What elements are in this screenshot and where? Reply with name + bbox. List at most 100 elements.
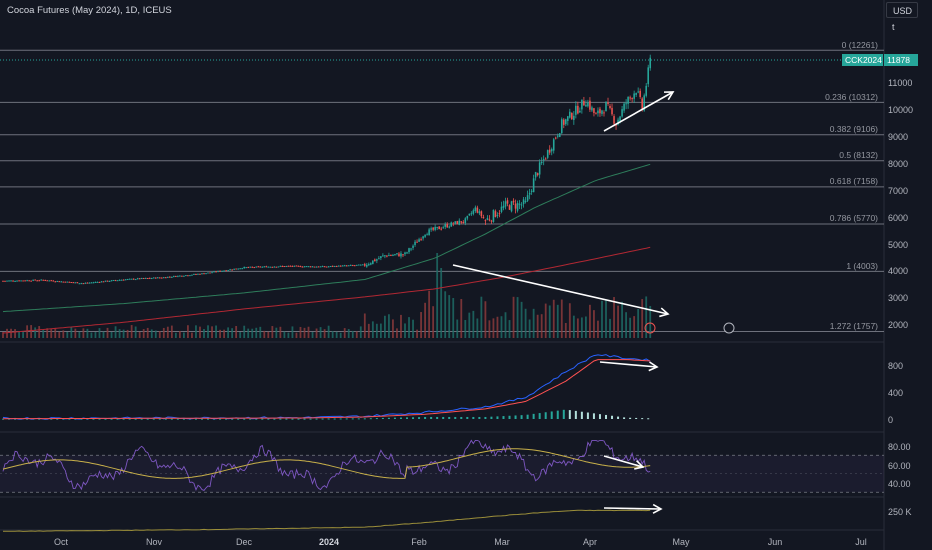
candle (183, 275, 185, 277)
candle (50, 280, 53, 282)
volume-bar (94, 332, 97, 338)
volume-bar (488, 320, 491, 338)
macd-histogram-bar (611, 415, 614, 419)
candle (311, 266, 314, 268)
candle (587, 102, 589, 107)
y-axis-tick: 4000 (888, 266, 909, 276)
macd-histogram-bar (369, 418, 372, 420)
candle (96, 281, 99, 283)
candle (144, 277, 147, 279)
macd-histogram-bar (225, 418, 228, 420)
candle (177, 275, 179, 277)
candle (631, 98, 633, 100)
macd-histogram-bar (598, 414, 601, 419)
macd-histogram-bar (140, 418, 143, 420)
candle (114, 280, 117, 282)
candle (579, 110, 581, 113)
macd-histogram-bar (267, 418, 270, 420)
candle (518, 203, 521, 205)
macd-histogram-bar (556, 410, 559, 419)
macd-histogram-bar (412, 417, 415, 419)
volume-bar (14, 329, 16, 338)
macd-histogram-bar (80, 418, 83, 420)
candle (110, 280, 113, 282)
volume-bar (102, 331, 105, 338)
candle (323, 266, 326, 268)
candle (215, 271, 217, 273)
y-axis-tick: 2000 (888, 320, 909, 330)
macd-histogram-bar (128, 418, 131, 420)
candle (289, 265, 292, 267)
arrow-head-icon (663, 91, 675, 101)
volume-bar (516, 297, 519, 338)
candle (243, 266, 245, 269)
macd-histogram-bar (430, 416, 433, 419)
volume-bar (448, 295, 451, 338)
candle (609, 105, 611, 108)
candle (128, 278, 131, 280)
candle (601, 110, 603, 114)
candle (285, 265, 288, 267)
volume-bar (6, 328, 8, 338)
candle (283, 266, 286, 268)
volume-bar (649, 305, 652, 338)
macd-histogram-bar (68, 418, 71, 420)
volume-bar (74, 328, 77, 338)
macd-histogram-bar (8, 418, 11, 420)
volume-bar (239, 332, 242, 338)
candle (558, 133, 561, 137)
candle (540, 161, 543, 163)
candle (575, 105, 577, 115)
volume-bar (158, 331, 161, 338)
candle (201, 273, 203, 275)
candle (257, 266, 260, 268)
volume-bar (142, 329, 145, 338)
macd-histogram-bar (237, 418, 240, 420)
candle (173, 275, 175, 277)
currency-button[interactable]: USD (886, 2, 918, 18)
x-axis-tick: May (672, 537, 690, 547)
divergence-arrow (603, 91, 674, 132)
macd-histogram-bar (231, 418, 234, 420)
candle (20, 280, 22, 282)
macd-histogram-bar (122, 418, 125, 420)
macd-histogram-bar (92, 418, 95, 420)
macd-histogram-bar (466, 416, 469, 419)
macd-histogram-bar (249, 418, 252, 420)
volume-bar (195, 325, 197, 338)
macd-histogram-bar (448, 416, 451, 419)
volume-bar (343, 328, 346, 338)
volume-bar (70, 327, 73, 338)
volume-bar (500, 316, 503, 338)
volume-bar (629, 317, 632, 338)
candle (565, 119, 567, 125)
macd-histogram-bar (98, 418, 101, 420)
macd-histogram-bar (544, 412, 547, 419)
candle (603, 112, 605, 114)
volume-bar (263, 330, 266, 338)
candle (560, 119, 563, 134)
candle (12, 280, 14, 282)
scale-button[interactable]: t (892, 22, 895, 32)
candle (175, 276, 177, 278)
candle (474, 207, 477, 212)
candle (476, 207, 479, 213)
volume-bar (593, 310, 595, 338)
candle (100, 281, 103, 283)
macd-histogram-bar (255, 418, 258, 420)
candle (438, 226, 440, 230)
volume-bar (275, 327, 278, 338)
candle (623, 103, 625, 111)
candle (82, 283, 85, 285)
candle (217, 270, 219, 272)
candle (130, 278, 133, 280)
volume-bar (18, 331, 20, 338)
divergence-arrow (603, 507, 662, 510)
candle (530, 190, 533, 192)
candle (480, 211, 483, 217)
volume-bar (130, 325, 133, 338)
volume-bar (114, 326, 117, 338)
volume-bar (637, 308, 640, 338)
volume-bar (476, 318, 479, 338)
